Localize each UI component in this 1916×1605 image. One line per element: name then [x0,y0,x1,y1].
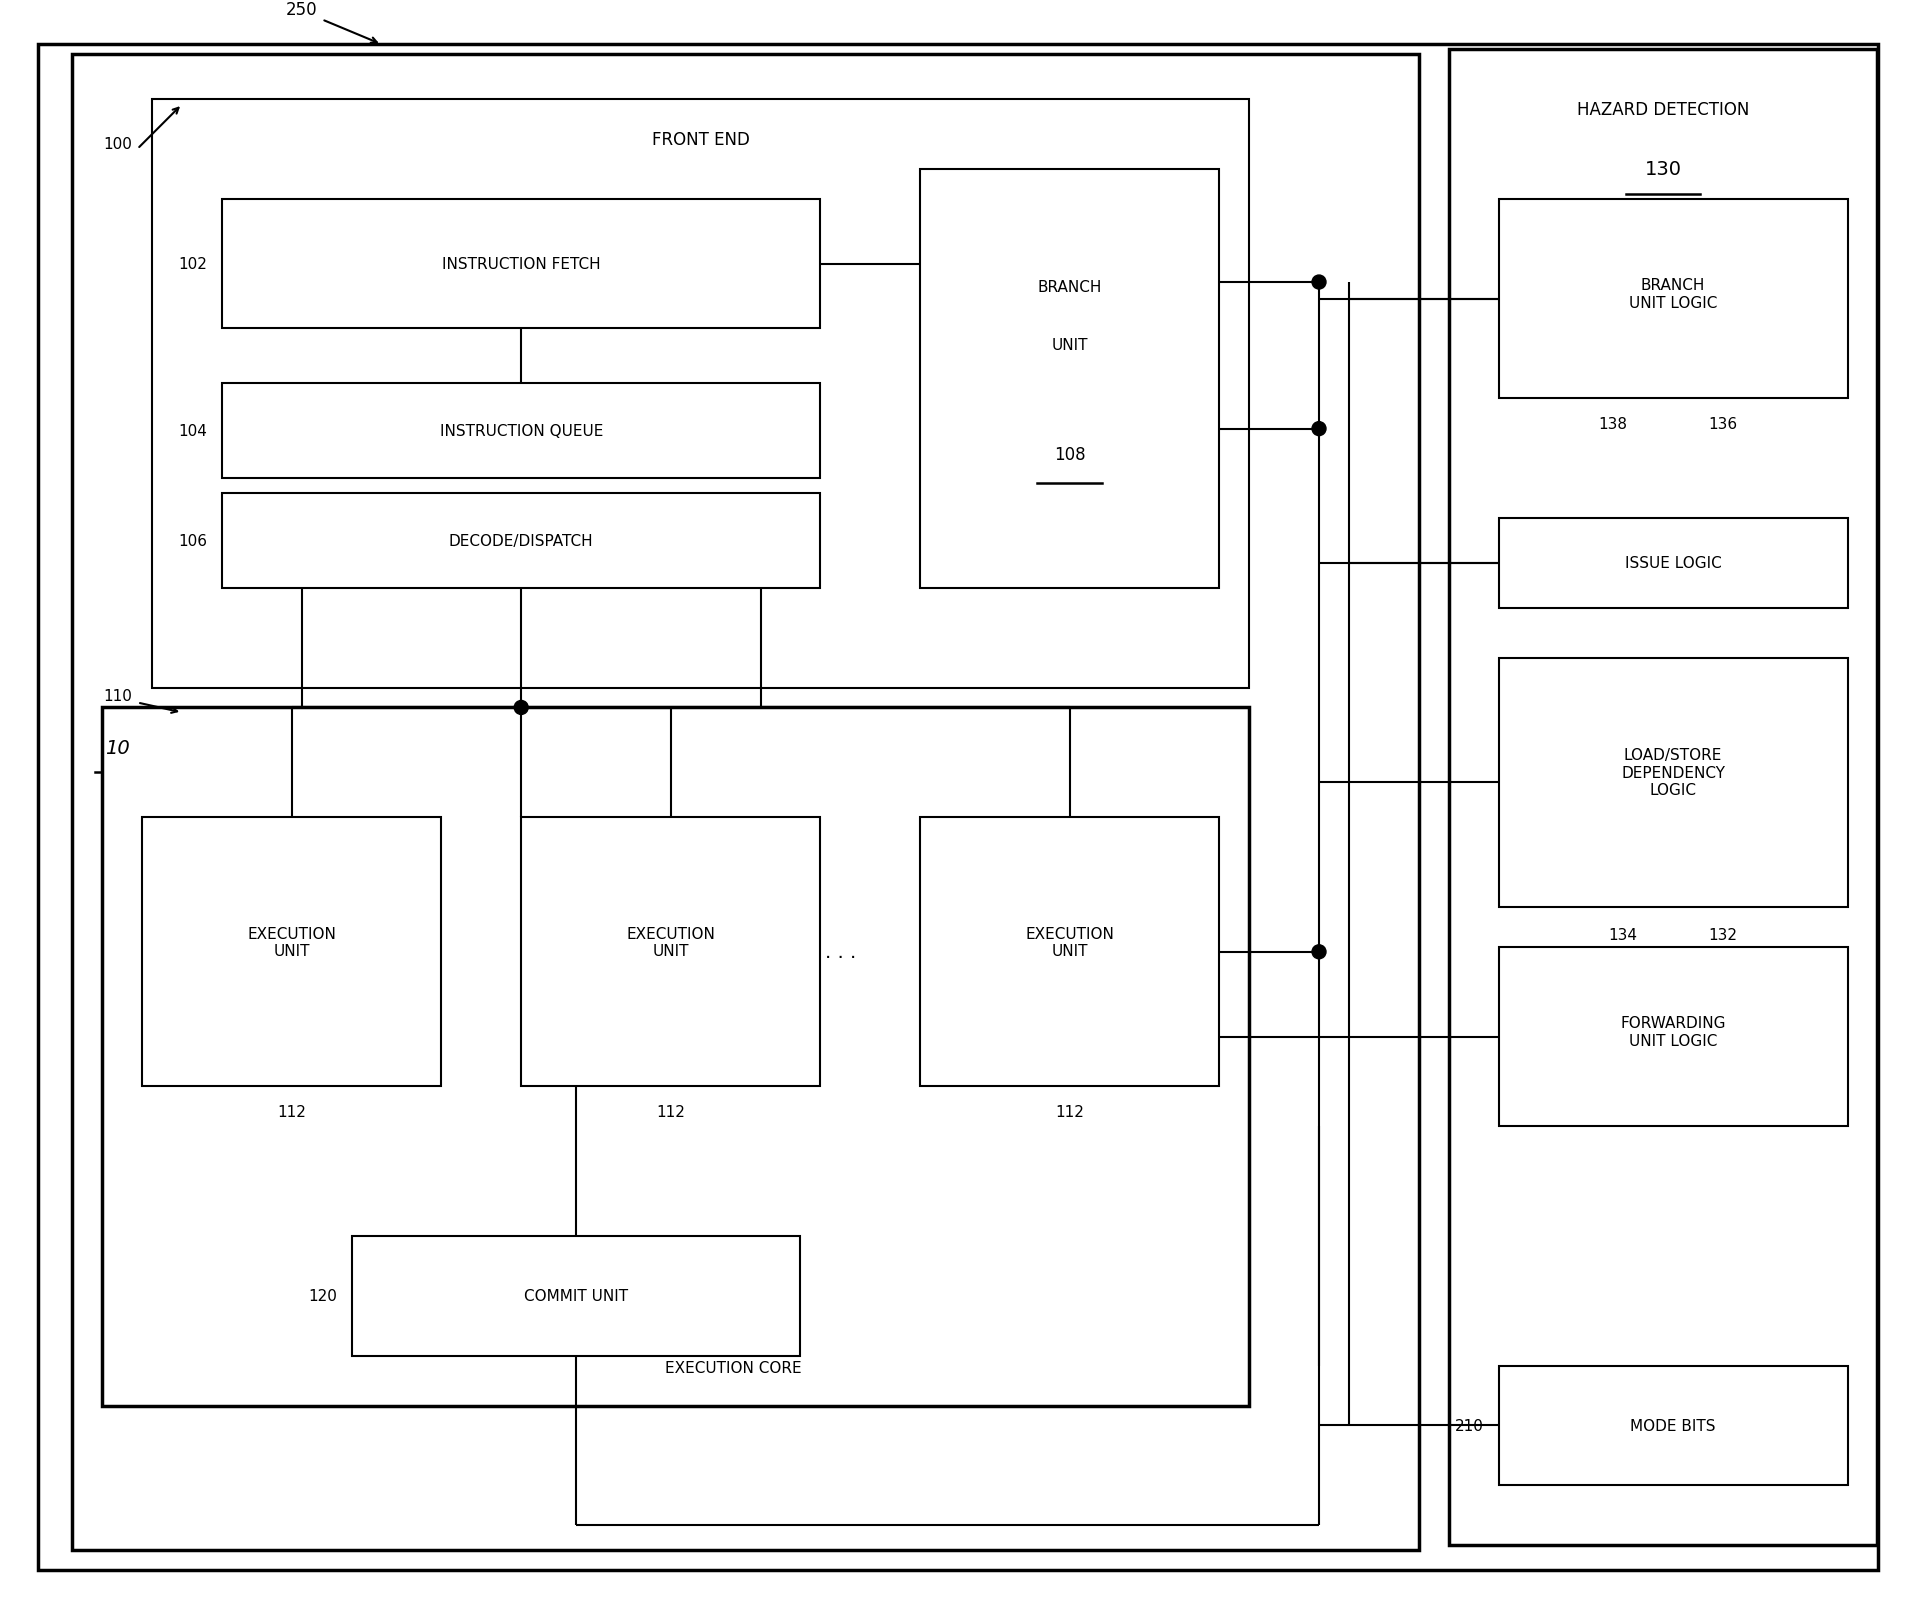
Text: ISSUE LOGIC: ISSUE LOGIC [1625,555,1721,571]
Text: EXECUTION
UNIT: EXECUTION UNIT [627,926,715,958]
Circle shape [1312,276,1326,291]
Text: EXECUTION
UNIT: EXECUTION UNIT [247,926,337,958]
Bar [1498,947,1847,1127]
Text: LOAD/STORE
DEPENDENCY
LOGIC: LOAD/STORE DEPENDENCY LOGIC [1621,748,1724,798]
Bar [222,494,820,589]
Bar [353,1236,801,1356]
Bar [73,55,1418,1550]
Text: INSTRUCTION FETCH: INSTRUCTION FETCH [443,257,600,271]
Text: UNIT: UNIT [1052,339,1088,353]
Bar [521,817,820,1087]
Text: INSTRUCTION QUEUE: INSTRUCTION QUEUE [439,424,604,438]
Circle shape [513,701,529,714]
Text: 10: 10 [105,738,130,758]
Text: MODE BITS: MODE BITS [1631,1419,1717,1433]
Bar [1498,518,1847,608]
Text: 120: 120 [308,1289,337,1303]
Text: . . .: . . . [824,942,856,961]
Bar [222,384,820,478]
Text: 110: 110 [103,689,132,703]
Text: FRONT END: FRONT END [651,132,749,149]
Text: EXECUTION
UNIT: EXECUTION UNIT [1025,926,1113,958]
Bar [222,199,820,329]
Bar [1498,199,1847,400]
Text: 100: 100 [103,138,132,152]
Text: 210: 210 [1454,1419,1483,1433]
Text: BRANCH: BRANCH [1037,279,1102,295]
Bar [920,170,1219,589]
Text: BRANCH
UNIT LOGIC: BRANCH UNIT LOGIC [1629,278,1717,311]
Bar [151,100,1249,689]
Circle shape [1312,945,1326,960]
Text: 108: 108 [1054,446,1086,464]
Text: 132: 132 [1709,928,1738,942]
Bar [1498,658,1847,907]
Text: 102: 102 [178,257,207,271]
Text: 106: 106 [178,533,207,549]
Text: DECODE/DISPATCH: DECODE/DISPATCH [448,533,594,549]
Text: 112: 112 [657,1104,686,1119]
Text: 134: 134 [1609,928,1638,942]
Bar [920,817,1219,1087]
Bar [102,708,1249,1406]
Text: 112: 112 [278,1104,307,1119]
Text: 130: 130 [1644,160,1682,180]
Bar [142,817,441,1087]
Text: 250: 250 [285,2,318,19]
Circle shape [1312,422,1326,437]
Bar [1448,50,1878,1546]
Text: FORWARDING
UNIT LOGIC: FORWARDING UNIT LOGIC [1621,1016,1726,1048]
Text: COMMIT UNIT: COMMIT UNIT [523,1289,628,1303]
Text: HAZARD DETECTION: HAZARD DETECTION [1577,101,1749,119]
Text: 104: 104 [178,424,207,438]
Text: 138: 138 [1598,416,1629,432]
Bar [1498,1366,1847,1485]
Text: 112: 112 [1056,1104,1084,1119]
Text: 136: 136 [1709,416,1738,432]
Text: EXECUTION CORE: EXECUTION CORE [665,1361,801,1375]
